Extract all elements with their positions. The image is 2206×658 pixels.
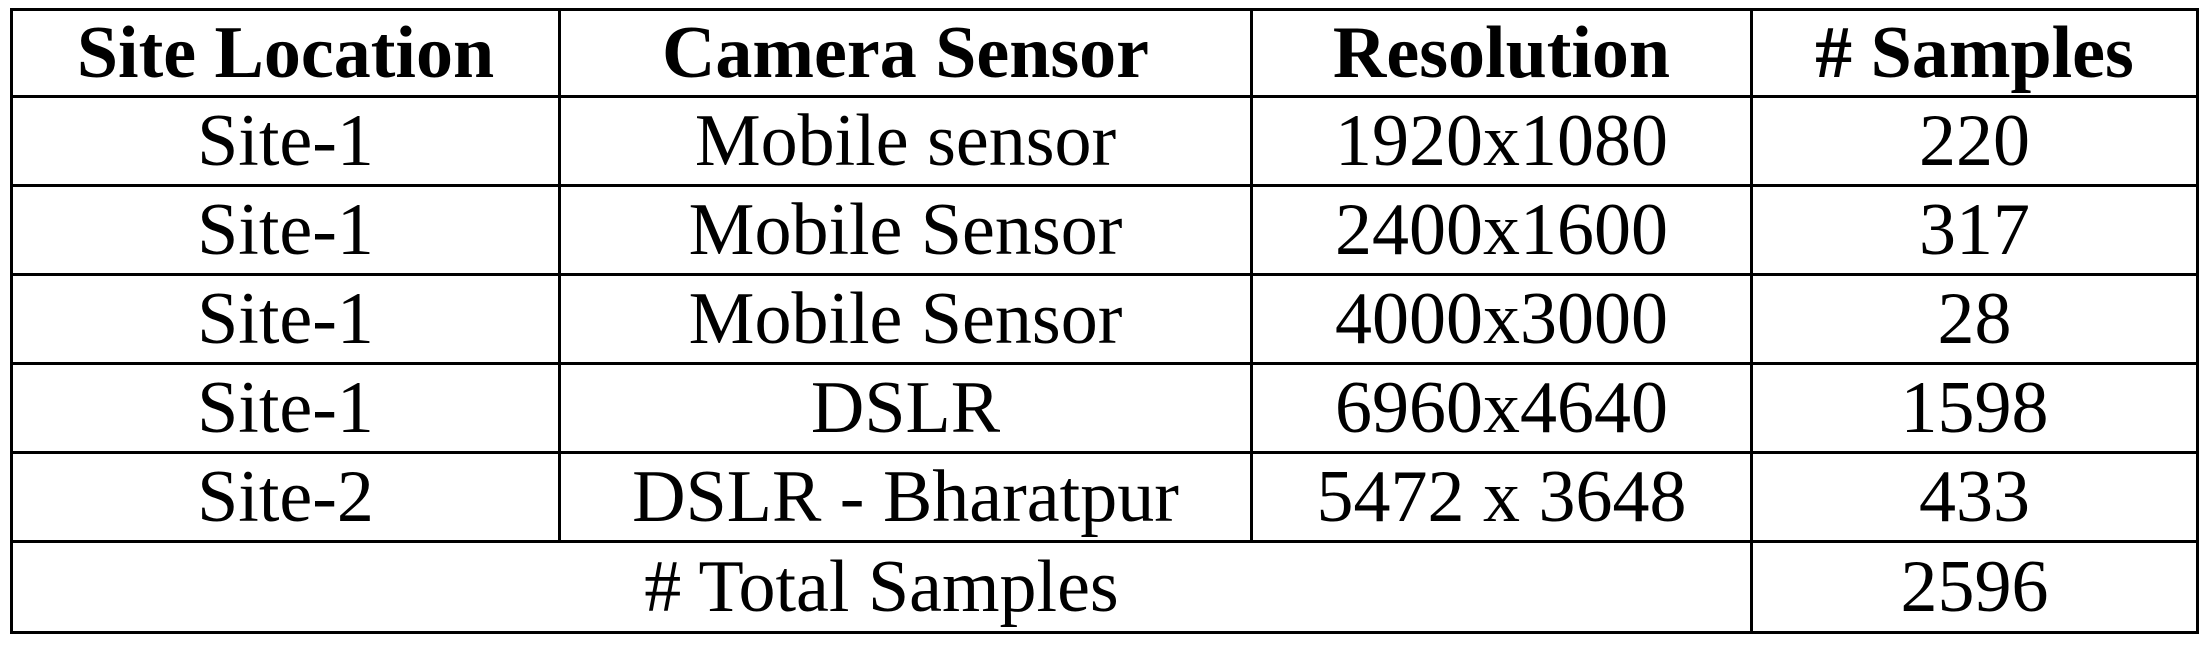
table-row: Site-1 Mobile Sensor 2400x1600 317: [10, 184, 2199, 276]
dataset-table-container: Site Location Camera Sensor Resolution #…: [10, 8, 2199, 634]
cell-camera-sensor: Mobile Sensor: [558, 184, 1253, 276]
cell-samples: 1598: [1750, 362, 2199, 454]
cell-site-location: Site-1: [10, 95, 561, 187]
cell-resolution: 6960x4640: [1250, 362, 1753, 454]
cell-resolution: 1920x1080: [1250, 95, 1753, 187]
table-row: Site-1 Mobile Sensor 4000x3000 28: [10, 273, 2199, 365]
table-row: Site-1 DSLR 6960x4640 1598: [10, 362, 2199, 454]
cell-camera-sensor: DSLR: [558, 362, 1253, 454]
cell-samples: 433: [1750, 451, 2199, 543]
table-row: Site-1 Mobile sensor 1920x1080 220: [10, 95, 2199, 187]
total-row: # Total Samples 2596: [10, 540, 2199, 634]
total-label: # Total Samples: [10, 540, 1753, 634]
dataset-samples-table: Site Location Camera Sensor Resolution #…: [10, 8, 2199, 634]
cell-samples: 220: [1750, 95, 2199, 187]
cell-camera-sensor: Mobile Sensor: [558, 273, 1253, 365]
cell-site-location: Site-1: [10, 273, 561, 365]
cell-camera-sensor: Mobile sensor: [558, 95, 1253, 187]
cell-resolution: 2400x1600: [1250, 184, 1753, 276]
cell-site-location: Site-2: [10, 451, 561, 543]
cell-site-location: Site-1: [10, 362, 561, 454]
header-camera-sensor: Camera Sensor: [558, 8, 1253, 98]
table-header-row: Site Location Camera Sensor Resolution #…: [10, 8, 2199, 98]
header-site-location: Site Location: [10, 8, 561, 98]
cell-resolution: 5472 x 3648: [1250, 451, 1753, 543]
cell-resolution: 4000x3000: [1250, 273, 1753, 365]
cell-camera-sensor: DSLR - Bharatpur: [558, 451, 1253, 543]
header-resolution: Resolution: [1250, 8, 1753, 98]
cell-samples: 28: [1750, 273, 2199, 365]
cell-samples: 317: [1750, 184, 2199, 276]
header-samples: # Samples: [1750, 8, 2199, 98]
cell-site-location: Site-1: [10, 184, 561, 276]
total-value: 2596: [1750, 540, 2199, 634]
table-row: Site-2 DSLR - Bharatpur 5472 x 3648 433: [10, 451, 2199, 543]
